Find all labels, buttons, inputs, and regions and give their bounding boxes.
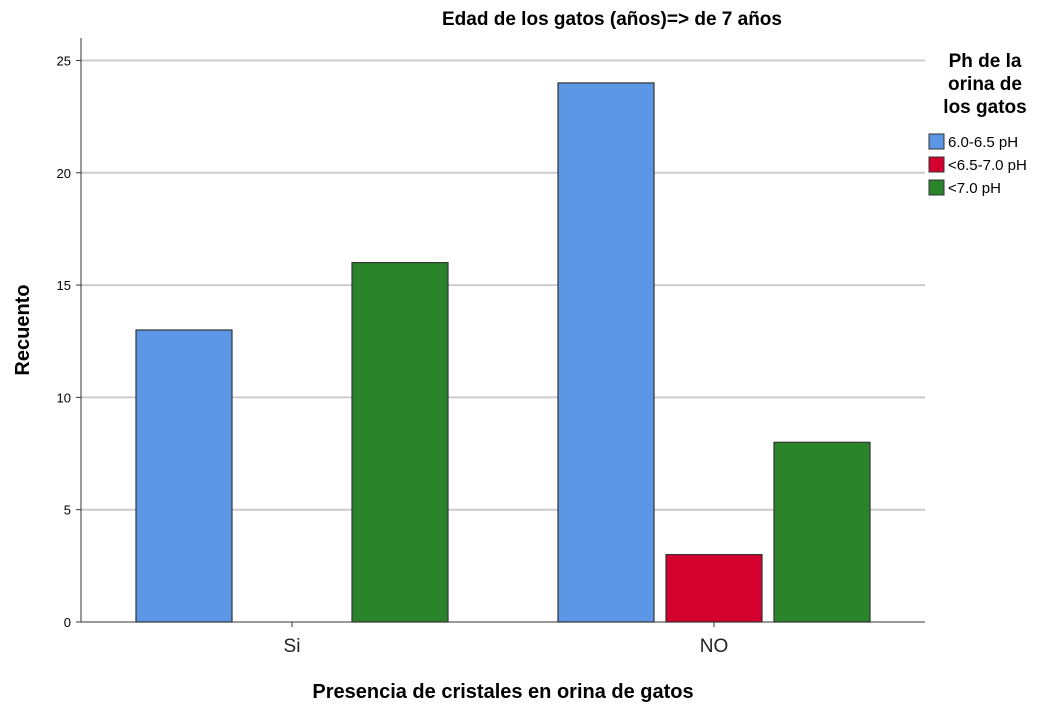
bar-si-series-3 bbox=[351, 262, 449, 623]
x-axis-categories: Si NO bbox=[284, 622, 729, 657]
x-axis-label: Presencia de cristales en orina de gatos bbox=[312, 681, 693, 703]
legend-label: 6.0-6.5 pH bbox=[948, 134, 1018, 151]
legend: Ph de la orina de los gatos 6.0-6.5 pH <6… bbox=[928, 51, 1027, 197]
legend-label: <6.5-7.0 pH bbox=[948, 157, 1027, 174]
bar-no-series-1 bbox=[557, 82, 655, 623]
y-tick-label: 0 bbox=[64, 615, 71, 630]
legend-swatch bbox=[928, 156, 945, 173]
legend-title-line-3: los gatos bbox=[943, 97, 1026, 118]
y-tick-label: 15 bbox=[57, 278, 71, 293]
legend-label: <7.0 pH bbox=[948, 180, 1001, 197]
bar-no-series-2 bbox=[665, 554, 763, 623]
bar-no-series-3 bbox=[773, 441, 871, 623]
legend-swatch bbox=[928, 133, 945, 150]
bars bbox=[135, 82, 871, 623]
y-axis-label: Recuento bbox=[12, 284, 34, 375]
x-category-label: NO bbox=[700, 636, 729, 657]
legend-title-line-1: Ph de la bbox=[949, 51, 1022, 72]
y-tick-label: 25 bbox=[57, 53, 71, 68]
y-tick-label: 5 bbox=[64, 503, 71, 518]
bar-si-series-1 bbox=[135, 329, 233, 623]
legend-swatch bbox=[928, 179, 945, 196]
y-tick-label: 10 bbox=[57, 390, 71, 405]
y-axis-ticks: 0 5 10 15 20 25 bbox=[57, 53, 81, 630]
legend-items: 6.0-6.5 pH <6.5-7.0 pH <7.0 pH bbox=[928, 133, 1027, 197]
chart-title: Edad de los gatos (años)=> de 7 años bbox=[442, 9, 782, 30]
y-tick-label: 20 bbox=[57, 166, 71, 181]
legend-title-line-2: orina de bbox=[948, 74, 1022, 95]
x-category-label: Si bbox=[284, 636, 301, 657]
